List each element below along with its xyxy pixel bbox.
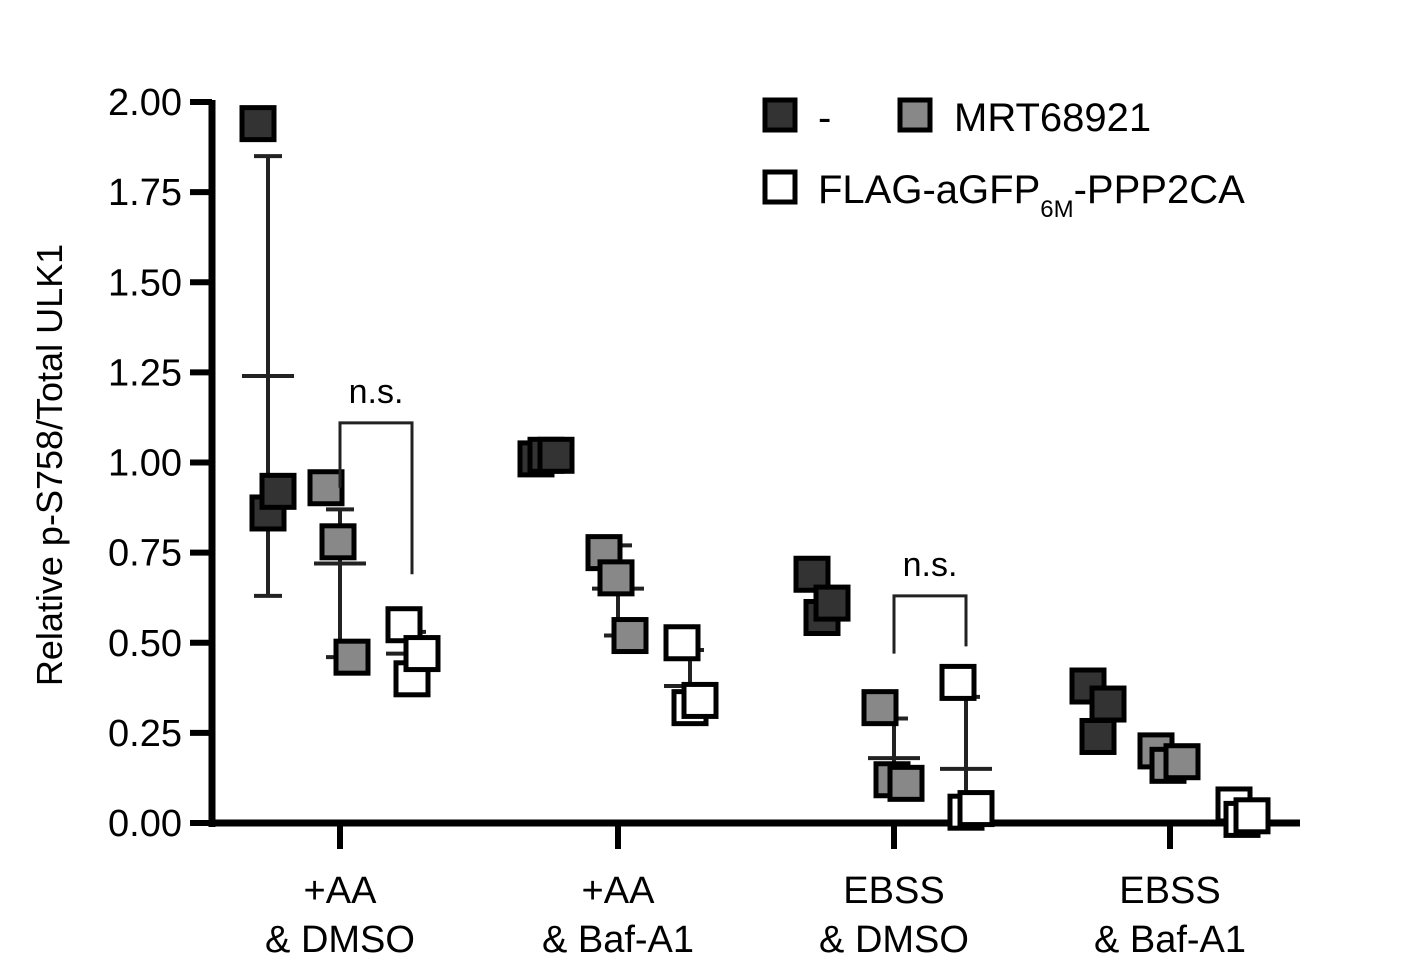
- data-point: [793, 555, 831, 593]
- x-category-label-line2: & Baf-A1: [542, 919, 694, 958]
- legend-swatch: [762, 97, 798, 133]
- data-point: [611, 617, 649, 655]
- data-point: [957, 790, 995, 828]
- data-point: [319, 523, 357, 561]
- x-category-label-line2: & DMSO: [265, 919, 415, 958]
- significance-label: n.s.: [349, 373, 404, 411]
- y-tick-label: 1.75: [108, 172, 182, 214]
- y-axis-label: Relative p-S758/Total ULK1: [29, 244, 70, 686]
- y-tick-label: 1.25: [108, 352, 182, 394]
- x-axis-categories: +AA & DMSO +AA & Baf-A1 EBSS & DMSO EBSS & Baf-…: [265, 823, 1246, 958]
- significance-label: n.s.: [903, 546, 958, 584]
- y-tick-label: 0.25: [108, 713, 182, 755]
- x-category-label-line1: +AA: [582, 870, 656, 912]
- y-axis-label-group: Relative p-S758/Total ULK1: [29, 244, 70, 686]
- data-point: [887, 764, 925, 802]
- legend-swatch: [762, 169, 798, 205]
- data-point: [333, 638, 371, 676]
- data-point: [681, 681, 719, 719]
- data-point: [239, 105, 277, 143]
- x-category-label-line1: EBSS: [1119, 870, 1220, 912]
- legend-label: MRT68921: [954, 96, 1151, 140]
- data-point: [1233, 797, 1271, 835]
- data-point: [861, 689, 899, 727]
- data-point: [537, 436, 575, 474]
- data-point: [403, 635, 441, 673]
- x-category-label-line2: & Baf-A1: [1094, 919, 1246, 958]
- data-point: [939, 663, 977, 701]
- significance-annotations: n.s. n.s.: [338, 373, 968, 654]
- legend-label: -: [818, 96, 831, 140]
- y-tick-label: 0.75: [108, 533, 182, 575]
- y-tick-label: 0.50: [108, 623, 182, 665]
- x-category-label-line2: & DMSO: [819, 919, 969, 958]
- data-point: [813, 584, 851, 622]
- significance-bracket: [338, 421, 414, 575]
- data-point: [663, 624, 701, 662]
- data-point: [1163, 743, 1201, 781]
- y-tick-label: 2.00: [108, 82, 182, 124]
- y-tick-label: 1.50: [108, 262, 182, 304]
- data-point: [1079, 717, 1117, 755]
- legend: - MRT68921 FLAG-aGFP6M-PPP2CA: [762, 96, 1245, 223]
- x-category-label-line1: EBSS: [843, 870, 944, 912]
- data-point: [259, 472, 297, 510]
- y-tick-label: 1.00: [108, 443, 182, 485]
- data-point: [597, 559, 635, 597]
- legend-label: FLAG-aGFP6M-PPP2CA: [818, 168, 1245, 223]
- y-axis-ticks: 0.00 0.25 0.50 0.75 1.00 1.25 1.50 1.75 2.00: [108, 82, 212, 845]
- data-point: [1089, 685, 1127, 723]
- x-category-label-line1: +AA: [304, 870, 378, 912]
- y-tick-label: 0.00: [108, 803, 182, 845]
- data-points: [239, 105, 1271, 838]
- data-point: [307, 469, 345, 507]
- significance-bracket: [892, 594, 968, 654]
- legend-swatch: [897, 97, 933, 133]
